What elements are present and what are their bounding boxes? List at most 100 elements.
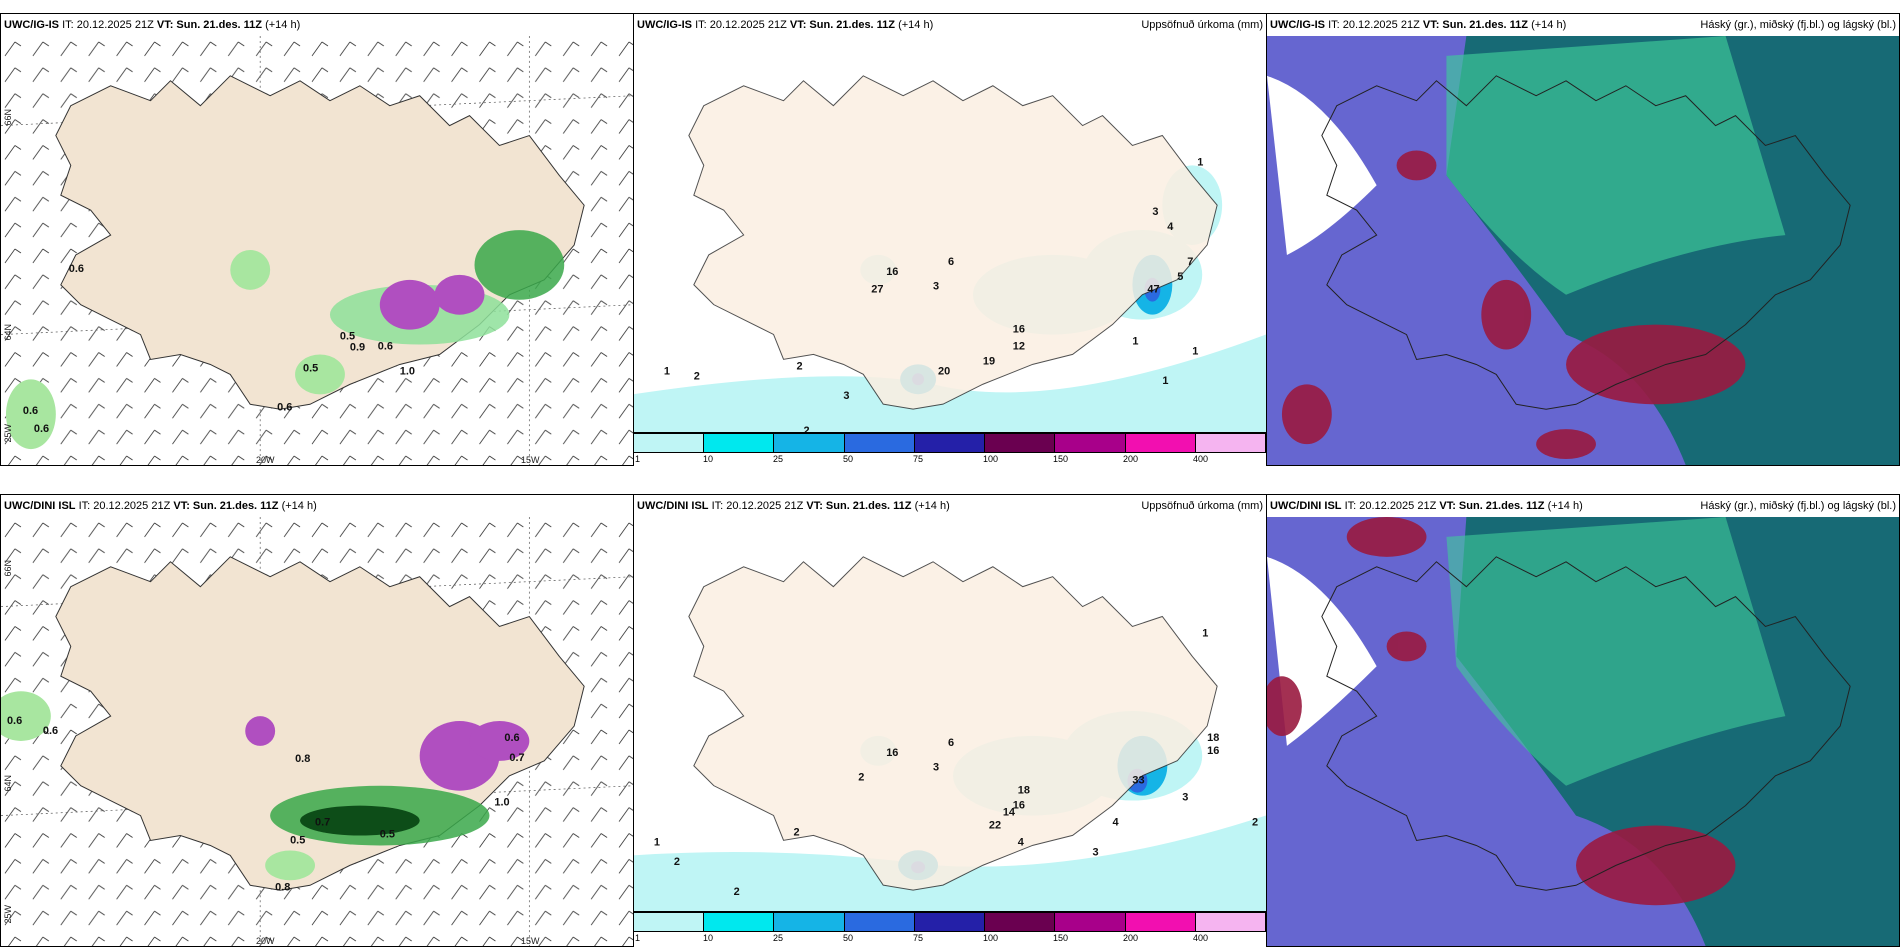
precip-value: 2 bbox=[734, 886, 740, 898]
precip-value: 4 bbox=[1167, 221, 1174, 233]
valid-time: Sun. 21.des. 11Z bbox=[192, 500, 279, 512]
lead-time: (+14 h) bbox=[265, 19, 301, 31]
precip-value: 7 bbox=[1187, 256, 1193, 268]
panel-top-left: UWC/IG-IS IT: 20.12.2025 21Z VT: Sun. 21… bbox=[0, 13, 634, 466]
legend-colorbar bbox=[633, 433, 1266, 453]
precip-values: 16 6 3 27 16 12 19 20 47 2 3 1 2 2 1 1 1… bbox=[664, 156, 1203, 432]
legend-tick: 400 bbox=[1193, 454, 1209, 464]
wind-value: 0.5 bbox=[303, 362, 318, 374]
wind-value: 0.7 bbox=[509, 752, 524, 764]
valid-time: Sun. 21.des. 11Z bbox=[176, 19, 263, 31]
wind-values: 0.6 0.6 0.6 0.5 0.6 0.9 0.5 0.6 1.0 bbox=[23, 263, 415, 435]
legend-swatch bbox=[774, 913, 845, 931]
map-svg bbox=[1267, 36, 1899, 465]
wind-values: 0.6 0.6 0.8 0.5 0.7 0.5 1.0 0.6 0.7 0.8 bbox=[7, 715, 525, 893]
model-name: UWC/IG-IS bbox=[637, 19, 692, 31]
wind-value: 0.6 bbox=[7, 715, 22, 727]
legend-swatch bbox=[704, 913, 775, 931]
map-svg bbox=[1267, 517, 1899, 946]
valid-time: Sun. 21.des. 11Z bbox=[1458, 500, 1545, 512]
precip-value: 2 bbox=[793, 826, 799, 838]
lon-label: 15W bbox=[521, 455, 540, 465]
legend-swatch bbox=[1125, 913, 1196, 931]
precip-legend: 1 10 25 50 75 100 150 200 400 bbox=[633, 912, 1266, 948]
wind-value: 0.6 bbox=[277, 401, 292, 413]
precip-map[interactable]: 16 6 3 27 16 12 19 20 47 2 3 1 2 2 1 1 1… bbox=[634, 36, 1266, 432]
legend-tick: 200 bbox=[1123, 933, 1139, 943]
init-time: IT: 20.12.2025 21Z bbox=[711, 500, 804, 512]
panel-header: UWC/DINI ISL IT: 20.12.2025 21Z VT: Sun.… bbox=[634, 495, 1266, 517]
wind-precip-map[interactable]: 0.6 0.6 0.6 0.5 0.6 0.9 0.5 0.6 1.0 bbox=[1, 36, 633, 465]
model-name: UWC/DINI ISL bbox=[637, 500, 709, 512]
panel-header: UWC/IG-IS IT: 20.12.2025 21Z VT: Sun. 21… bbox=[1267, 14, 1899, 36]
legend-tick: 1 bbox=[635, 933, 641, 943]
lon-label: 15W bbox=[521, 936, 540, 946]
legend-swatch bbox=[844, 434, 915, 452]
precip-value: 6 bbox=[948, 737, 954, 749]
precip-value: 2 bbox=[1252, 816, 1258, 828]
legend-swatch bbox=[774, 434, 845, 452]
precip-shading bbox=[5, 230, 565, 450]
precip-value: 2 bbox=[803, 425, 809, 432]
legend-colorbar bbox=[633, 912, 1266, 932]
precip-value: 1 bbox=[1197, 156, 1203, 168]
model-name: UWC/IG-IS bbox=[4, 19, 59, 31]
legend-tick: 200 bbox=[1123, 454, 1139, 464]
panel-top-center: UWC/IG-IS IT: 20.12.2025 21Z VT: Sun. 21… bbox=[633, 13, 1267, 433]
legend-swatch bbox=[914, 434, 986, 452]
precip-value: 4 bbox=[1112, 816, 1119, 828]
field-title: Uppsöfnuð úrkoma (mm) bbox=[1141, 500, 1263, 512]
precip-value: 2 bbox=[858, 772, 864, 784]
legend-swatch bbox=[1055, 913, 1126, 931]
lon-label: 25W bbox=[3, 424, 13, 443]
lead-time: (+14 h) bbox=[281, 500, 317, 512]
precip-value: 19 bbox=[983, 355, 995, 367]
init-time: IT: 20.12.2025 21Z bbox=[1328, 19, 1420, 31]
panel-top-right: UWC/IG-IS IT: 20.12.2025 21Z VT: Sun. 21… bbox=[1266, 13, 1900, 466]
lon-label: 25W bbox=[3, 905, 13, 924]
vt-label: VT: bbox=[1422, 19, 1440, 31]
field-title: Háský (gr.), miðský (fj.bl.) og lágský (… bbox=[1700, 19, 1896, 31]
wind-precip-map[interactable]: 0.6 0.6 0.8 0.5 0.7 0.5 1.0 0.6 0.7 0.8 bbox=[1, 517, 633, 946]
legend-swatch bbox=[1195, 434, 1265, 452]
iceland-outline bbox=[1321, 75, 1851, 410]
legend-ticks: 1 10 25 50 75 100 150 200 400 bbox=[633, 453, 1266, 467]
legend-tick: 400 bbox=[1193, 933, 1209, 943]
precip-value: 16 bbox=[1013, 324, 1025, 336]
vt-label: VT: bbox=[806, 500, 823, 512]
wind-value: 0.6 bbox=[69, 263, 84, 275]
valid-time: Sun. 21.des. 11Z bbox=[809, 19, 896, 31]
lead-time: (+14 h) bbox=[898, 19, 934, 31]
panel-bottom-left: UWC/DINI ISL IT: 20.12.2025 21Z VT: Sun.… bbox=[0, 494, 634, 947]
panel-bottom-right: UWC/DINI ISL IT: 20.12.2025 21Z VT: Sun.… bbox=[1266, 494, 1900, 947]
valid-time: Sun. 21.des. 11Z bbox=[825, 500, 912, 512]
lat-label: 66N bbox=[3, 109, 13, 126]
legend-tick: 150 bbox=[1053, 454, 1069, 464]
panel-header: UWC/DINI ISL IT: 20.12.2025 21Z VT: Sun.… bbox=[1267, 495, 1899, 517]
cloud-map[interactable] bbox=[1267, 517, 1899, 946]
wind-value: 1.0 bbox=[494, 797, 509, 809]
precip-value: 2 bbox=[796, 360, 802, 372]
precip-value: 33 bbox=[1132, 775, 1144, 787]
wind-value: 0.5 bbox=[380, 829, 395, 841]
precip-value: 2 bbox=[694, 370, 700, 382]
precip-legend: 1 10 25 50 75 100 150 200 400 bbox=[633, 433, 1266, 469]
legend-tick: 25 bbox=[773, 454, 784, 464]
legend-swatch bbox=[985, 434, 1056, 452]
cloud-map[interactable] bbox=[1267, 36, 1899, 465]
precip-value: 20 bbox=[938, 365, 950, 377]
legend-tick: 100 bbox=[983, 454, 999, 464]
legend-tick: 10 bbox=[703, 933, 714, 943]
precip-value: 16 bbox=[1013, 800, 1025, 812]
clear-area bbox=[1267, 75, 1377, 255]
iceland-land bbox=[688, 556, 1218, 891]
precip-value: 18 bbox=[1018, 785, 1030, 797]
precip-map[interactable]: 16 6 3 2 18 16 22 14 33 2 4 4 3 3 18 16 … bbox=[634, 517, 1266, 911]
vt-label: VT: bbox=[156, 19, 174, 31]
precip-value: 3 bbox=[933, 281, 939, 293]
iceland-outline bbox=[1321, 556, 1851, 891]
precip-value: 16 bbox=[886, 266, 898, 278]
wind-value: 0.5 bbox=[290, 834, 305, 846]
init-time: IT: 20.12.2025 21Z bbox=[78, 500, 171, 512]
precip-value: 16 bbox=[1207, 745, 1219, 757]
